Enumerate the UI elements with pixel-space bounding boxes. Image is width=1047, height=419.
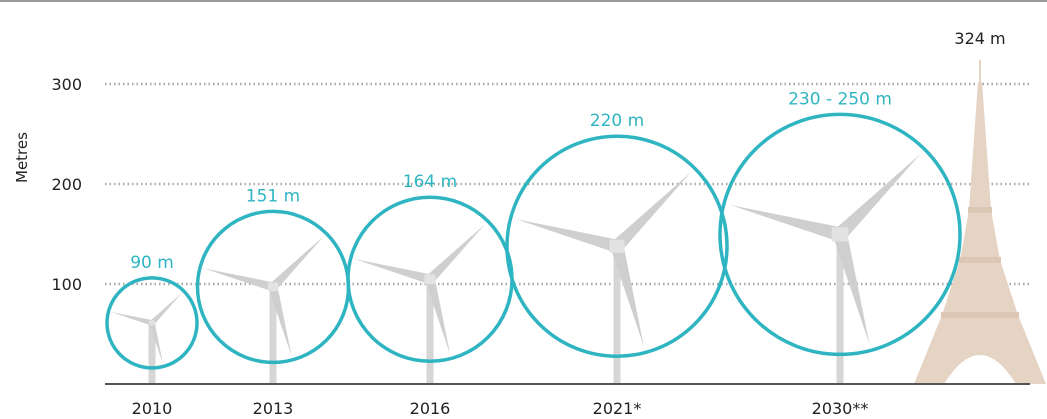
turbine-hub <box>267 282 279 292</box>
turbine-blade <box>516 219 619 253</box>
y-tick-label: 200 <box>51 175 82 194</box>
turbine-mast <box>269 286 277 384</box>
x-tick-label: 2013 <box>253 399 294 418</box>
turbine-blade <box>610 244 645 348</box>
top-border-line <box>0 0 1047 2</box>
turbines: 90 m 151 m 164 m 220 m 230 - 250 m <box>105 89 962 384</box>
eiffel-tower-platform <box>968 207 992 213</box>
turbine-blade <box>203 268 275 292</box>
rotor-diameter-circle <box>505 134 729 358</box>
turbine-blade <box>354 259 432 284</box>
turbine-blade <box>269 236 324 291</box>
rotor-diameter-circle <box>718 112 962 357</box>
turbine-blade <box>612 172 691 251</box>
turbine-mast <box>426 279 434 384</box>
turbine-blade <box>268 285 292 357</box>
x-tick-label: 2030** <box>812 399 869 418</box>
rotor-diameter-circle <box>105 276 199 370</box>
rotor-diameter-label: 220 m <box>590 111 644 131</box>
eiffel-tower-platform <box>941 312 1019 318</box>
turbine-blade <box>834 153 921 240</box>
turbine-mast <box>836 234 844 384</box>
y-tick-label: 300 <box>51 75 82 94</box>
x-tick-label: 2016 <box>410 399 451 418</box>
rotor-diameter-label: 90 m <box>130 253 174 273</box>
y-tick-labels: 100 200 300 <box>51 75 82 294</box>
rotor-diameter-label: 151 m <box>246 186 300 206</box>
rotor-diameter-label: 230 - 250 m <box>788 89 892 109</box>
y-tick-label: 100 <box>51 275 82 294</box>
turbine-blade <box>426 224 486 283</box>
eiffel-tower-reference: 324 m <box>914 29 1046 384</box>
x-tick-labels: 2010 2013 2016 2021* 2030** <box>132 399 869 418</box>
turbine-blade <box>150 292 183 325</box>
turbine-hub <box>424 274 436 285</box>
eiffel-tower-icon <box>914 82 1046 384</box>
turbine-blade <box>110 311 153 326</box>
turbine-blade <box>833 232 870 345</box>
turbine-blade <box>729 204 842 242</box>
turbine-blade <box>149 322 164 365</box>
x-tick-label: 2010 <box>132 399 173 418</box>
turbine-hub <box>148 320 156 326</box>
turbine-hub <box>831 227 849 242</box>
eiffel-tower-platform <box>959 257 1001 263</box>
rotor-diameter-label: 164 m <box>403 172 457 192</box>
turbine-mast <box>148 322 156 384</box>
x-tick-label: 2021* <box>593 399 642 418</box>
eiffel-tower-height-label: 324 m <box>954 29 1005 48</box>
turbine-hub <box>609 239 625 253</box>
turbine-blade <box>425 277 451 355</box>
turbine-mast <box>613 246 621 384</box>
